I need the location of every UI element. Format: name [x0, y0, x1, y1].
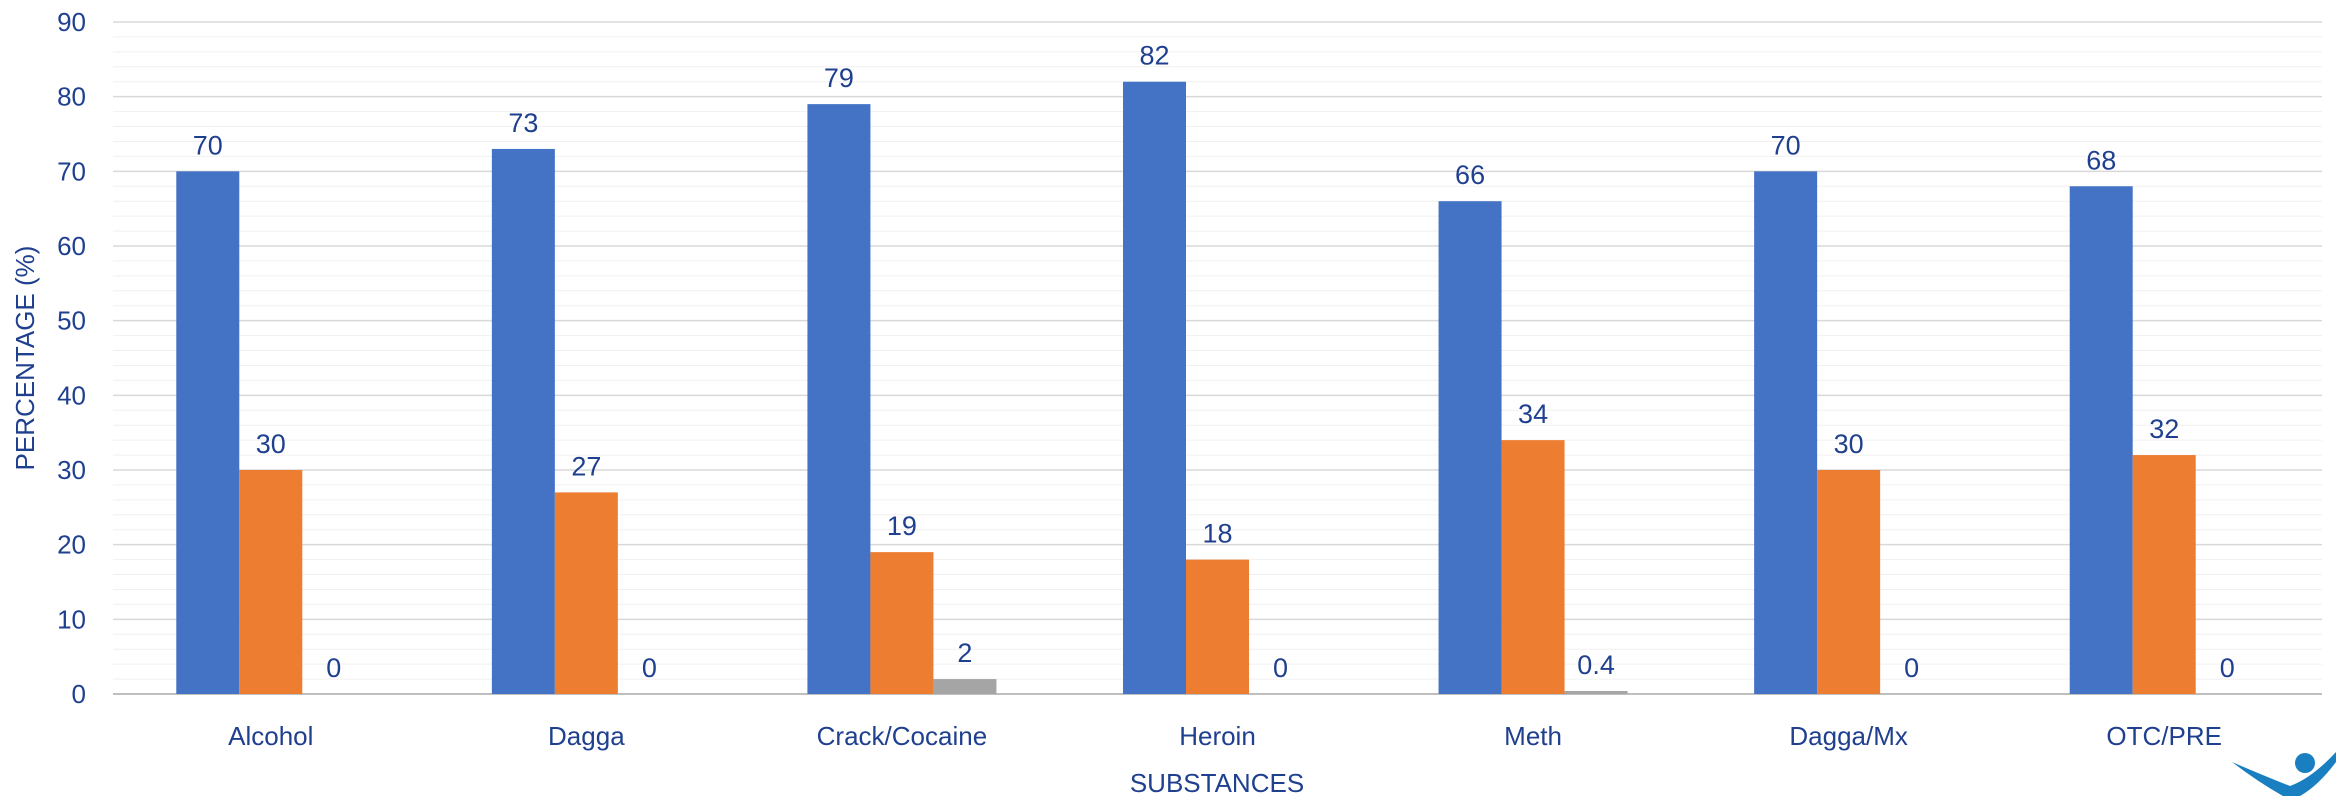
y-tick-label: 40 [57, 380, 86, 410]
y-axis-title: PERCENTAGE (%) [10, 246, 40, 471]
bars [176, 81, 2196, 695]
bar [933, 679, 997, 694]
bar [870, 552, 934, 694]
y-tick-label: 50 [57, 306, 86, 336]
data-label: 73 [508, 108, 538, 138]
data-label: 30 [1834, 429, 1864, 459]
y-tick-label: 10 [57, 604, 86, 634]
data-label: 70 [1771, 130, 1801, 160]
bar [1501, 440, 1565, 694]
logo-mark [2232, 752, 2336, 796]
data-label: 18 [1202, 519, 1232, 549]
data-label: 0 [1273, 653, 1288, 683]
bar [239, 470, 303, 694]
data-label: 34 [1518, 399, 1548, 429]
y-tick-label: 0 [72, 679, 86, 709]
data-label: 0 [642, 653, 657, 683]
data-label: 30 [256, 429, 286, 459]
bar [554, 492, 618, 694]
y-tick-label: 60 [57, 231, 86, 261]
data-label: 79 [824, 63, 854, 93]
y-tick-label: 30 [57, 455, 86, 485]
x-tick-label: Dagga/Mx [1789, 721, 1908, 751]
bar [491, 148, 555, 694]
bar [1817, 470, 1881, 694]
x-tick-label: Meth [1504, 721, 1562, 751]
bar [2069, 186, 2133, 694]
data-label: 0 [326, 653, 341, 683]
data-label: 0 [1904, 653, 1919, 683]
bar [1754, 171, 1818, 695]
data-label: 0.4 [1577, 650, 1615, 680]
bar [176, 171, 240, 695]
y-tick-label: 70 [57, 156, 86, 186]
data-label: 70 [193, 130, 223, 160]
bar [1438, 201, 1502, 694]
bar [1564, 691, 1628, 694]
y-tick-label: 90 [57, 7, 86, 37]
gridlines [113, 21, 2322, 695]
x-tick-label: Crack/Cocaine [817, 721, 988, 751]
data-label: 32 [2149, 414, 2179, 444]
x-tick-label: Heroin [1179, 721, 1256, 751]
x-tick-label: Dagga [548, 721, 625, 751]
y-tick-label: 80 [57, 82, 86, 112]
data-label: 68 [2086, 145, 2116, 175]
data-label: 27 [571, 451, 601, 481]
bar [807, 104, 871, 695]
data-labels: 70 30 0 73 27 0 79 19 2 82 18 0 66 34 0.4 70 30 0 68 32 0 [193, 41, 2235, 683]
data-label: 19 [887, 511, 917, 541]
y-axis: 0 10 20 30 40 50 60 70 80 90 [57, 7, 86, 709]
data-label: 82 [1139, 41, 1169, 71]
x-axis-title: SUBSTANCES [1130, 768, 1304, 796]
bar [2132, 455, 2196, 694]
y-tick-label: 20 [57, 530, 86, 560]
bar [1186, 559, 1249, 694]
data-label: 66 [1455, 160, 1485, 190]
x-tick-label: Alcohol [228, 721, 313, 751]
data-label: 2 [957, 638, 972, 668]
x-tick-label: OTC/PRE [2106, 721, 2222, 751]
bar [1123, 81, 1186, 694]
x-axis: Alcohol Dagga Crack/Cocaine Heroin Meth Dagga… [228, 721, 2222, 751]
data-label: 0 [2220, 653, 2235, 683]
